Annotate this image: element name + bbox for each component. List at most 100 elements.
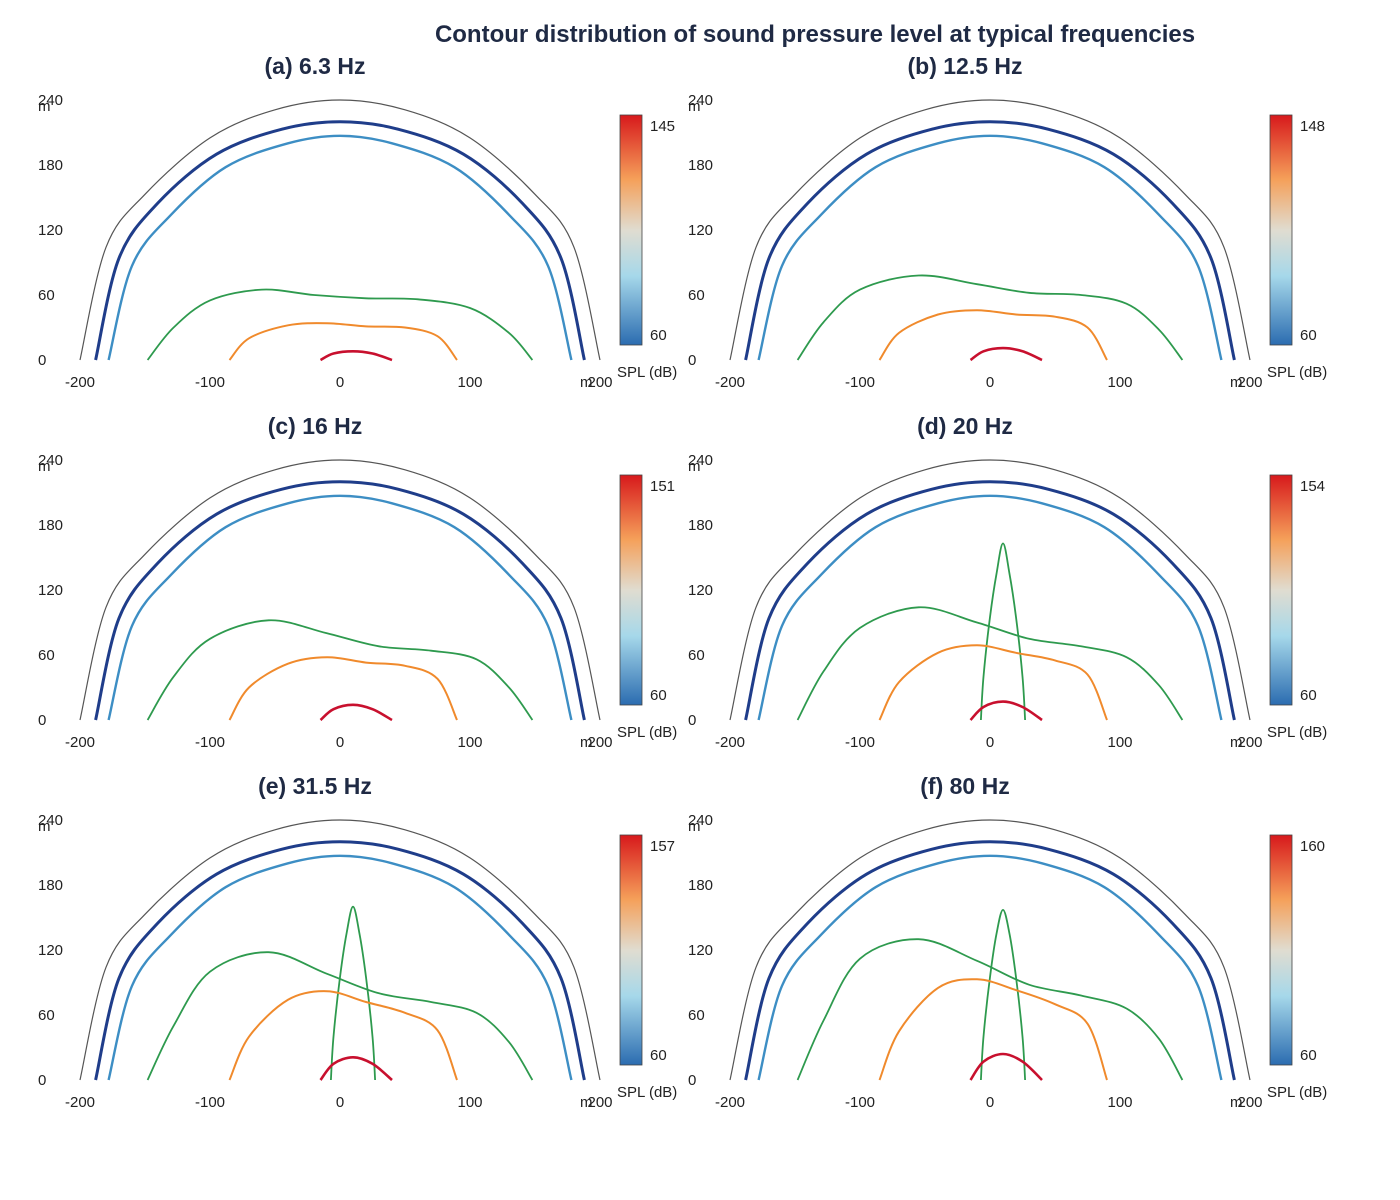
y-tick-label: 60 [38, 1007, 55, 1024]
y-tick-label: 120 [38, 222, 63, 239]
colorbar-max-label: 160 [1300, 838, 1325, 855]
x-tick-label: 100 [1107, 1094, 1132, 1111]
contour-green [796, 938, 1184, 1081]
contour-dark-blue [94, 480, 586, 721]
colorbar-label: SPL (dB) [617, 724, 677, 741]
contour-outer-boundary [729, 819, 1251, 1081]
contour-red [319, 350, 393, 362]
contour-outer-boundary [79, 459, 601, 721]
x-tick-label: -200 [65, 734, 95, 751]
y-tick-label: 180 [688, 157, 713, 174]
contour-light-blue [107, 494, 573, 721]
y-tick-label: 180 [688, 877, 713, 894]
y-tick-label: 180 [688, 517, 713, 534]
contour-dark-blue [94, 840, 586, 1081]
y-tick-label: 60 [688, 287, 705, 304]
x-tick-label: -100 [845, 734, 875, 751]
x-tick-label: 0 [336, 734, 344, 751]
contour-dark-blue [744, 840, 1236, 1081]
y-tick-label: 120 [38, 942, 63, 959]
contour-outer-boundary [79, 819, 601, 1081]
x-unit-label: m [1230, 374, 1243, 391]
colorbar-label: SPL (dB) [1267, 364, 1327, 381]
x-tick-label: -100 [845, 374, 875, 391]
colorbar [1269, 114, 1293, 346]
y-tick-label: 180 [38, 877, 63, 894]
y-tick-label: 0 [688, 1072, 696, 1089]
contour-orange [878, 644, 1108, 721]
colorbar-min-label: 60 [1300, 1047, 1317, 1064]
contour-green-lens [330, 905, 376, 1081]
x-unit-label: m [1230, 734, 1243, 751]
contour-orange [228, 990, 458, 1081]
x-tick-label: 100 [457, 374, 482, 391]
colorbar [619, 114, 643, 346]
y-tick-label: 60 [38, 287, 55, 304]
colorbar-max-label: 145 [650, 118, 675, 135]
x-tick-label: -200 [65, 1094, 95, 1111]
x-tick-label: -200 [715, 1094, 745, 1111]
colorbar-min-label: 60 [650, 687, 667, 704]
panel-title: (a) 6.3 Hz [265, 53, 366, 79]
y-unit-label: m [38, 98, 51, 115]
x-unit-label: m [580, 374, 593, 391]
x-tick-label: 0 [986, 1094, 994, 1111]
panel-title: (e) 31.5 Hz [258, 773, 372, 799]
contour-outer-boundary [79, 99, 601, 361]
y-tick-label: 0 [688, 712, 696, 729]
contour-light-blue [107, 854, 573, 1081]
x-tick-label: 100 [457, 1094, 482, 1111]
y-tick-label: 180 [38, 157, 63, 174]
panels: (a) 6.3 Hz-200 -100 0 100 200m060120180240m1… [38, 53, 1327, 1111]
colorbar-min-label: 60 [1300, 687, 1317, 704]
contour-orange [228, 322, 458, 361]
y-tick-label: 60 [688, 647, 705, 664]
x-unit-label: m [1230, 1094, 1243, 1111]
x-tick-label: -100 [195, 734, 225, 751]
contour-green-lens [980, 542, 1026, 721]
x-unit-label: m [580, 734, 593, 751]
y-tick-label: 240 [38, 812, 63, 829]
y-tick-label: 180 [38, 517, 63, 534]
x-tick-label: 0 [336, 374, 344, 391]
colorbar-max-label: 151 [650, 478, 675, 495]
y-tick-label: 240 [688, 452, 713, 469]
y-tick-label: 120 [38, 582, 63, 599]
contour-outer-boundary [729, 99, 1251, 361]
x-tick-label: 200 [587, 1094, 612, 1111]
colorbar-min-label: 60 [650, 327, 667, 344]
x-tick-label: 100 [457, 734, 482, 751]
colorbar [619, 474, 643, 706]
colorbar-max-label: 157 [650, 838, 675, 855]
colorbar-min-label: 60 [1300, 327, 1317, 344]
y-tick-label: 0 [688, 352, 696, 369]
y-unit-label: m [38, 458, 51, 475]
colorbar [1269, 834, 1293, 1066]
panel-3: (c) 16 Hz-200 -100 0 100 200m060120180240m15… [38, 413, 677, 751]
contour-red [319, 703, 393, 722]
x-tick-label: 200 [1237, 1094, 1262, 1111]
colorbar-label: SPL (dB) [1267, 1084, 1327, 1101]
y-tick-label: 60 [688, 1007, 705, 1024]
contour-green-lens [980, 909, 1026, 1081]
x-tick-label: 0 [986, 374, 994, 391]
x-tick-label: 0 [986, 734, 994, 751]
y-tick-label: 60 [38, 647, 55, 664]
contour-light-blue [757, 134, 1223, 361]
panel-title: (c) 16 Hz [268, 413, 363, 439]
y-tick-label: 240 [688, 92, 713, 109]
x-tick-label: 200 [1237, 374, 1262, 391]
x-tick-label: -100 [195, 1094, 225, 1111]
contour-green [146, 288, 534, 361]
x-tick-label: -100 [195, 374, 225, 391]
contour-green [796, 606, 1184, 721]
colorbar-min-label: 60 [650, 1047, 667, 1064]
colorbar-max-label: 148 [1300, 118, 1325, 135]
x-tick-label: -200 [715, 374, 745, 391]
y-tick-label: 240 [38, 452, 63, 469]
contour-dark-blue [94, 120, 586, 361]
panel-title: (f) 80 Hz [920, 773, 1009, 799]
contour-red [969, 700, 1043, 722]
x-tick-label: 100 [1107, 734, 1132, 751]
contour-orange [878, 978, 1108, 1081]
